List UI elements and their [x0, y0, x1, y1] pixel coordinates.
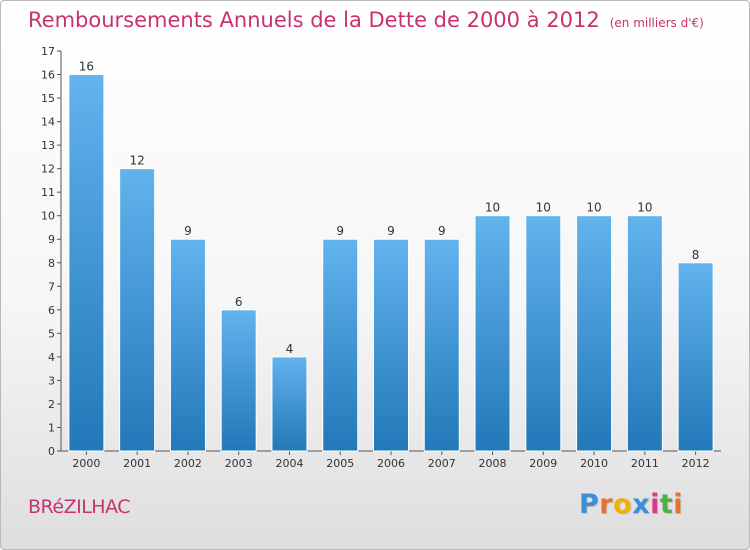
bar — [119, 168, 156, 452]
chart-title-text: Remboursements Annuels de la Dette de 20… — [28, 8, 600, 32]
y-tick-label: 6 — [48, 304, 55, 317]
y-tick-label: 17 — [41, 45, 55, 58]
bar-value-label: 10 — [637, 201, 652, 215]
bar-value-label: 16 — [79, 60, 94, 74]
logo-letter: i — [673, 489, 684, 520]
bar — [322, 238, 359, 452]
y-tick-label: 4 — [48, 351, 55, 364]
x-tick-label: 2006 — [377, 457, 405, 470]
chart-title: Remboursements Annuels de la Dette de 20… — [28, 8, 704, 32]
x-tick-label: 2002 — [174, 457, 202, 470]
bar — [68, 74, 105, 452]
commune-name: BRéZILHAC — [28, 496, 131, 518]
y-tick-label: 13 — [41, 139, 55, 152]
x-tick-label: 2008 — [479, 457, 507, 470]
logo-letter: x — [632, 489, 651, 520]
bar-value-label: 10 — [485, 201, 500, 215]
bar-value-label: 10 — [586, 201, 601, 215]
proxiti-logo: Proxiti — [579, 489, 683, 520]
y-tick-label: 8 — [48, 257, 55, 270]
bar-value-label: 9 — [438, 224, 446, 238]
y-tick-label: 3 — [48, 374, 55, 387]
bar — [677, 262, 714, 452]
bar-value-label: 9 — [184, 224, 192, 238]
bar — [474, 215, 511, 452]
logo-letter: i — [650, 489, 660, 520]
y-tick-label: 14 — [41, 116, 55, 129]
logo-letter: o — [613, 489, 633, 520]
bar — [373, 238, 409, 452]
bar-value-label: 8 — [692, 248, 700, 262]
x-tick-label: 2003 — [225, 457, 253, 470]
chart-units: (en milliers d'€) — [609, 16, 704, 30]
y-tick-label: 16 — [41, 69, 55, 82]
bar — [169, 238, 206, 452]
y-tick-label: 12 — [41, 163, 55, 176]
x-tick-label: 2000 — [72, 457, 100, 470]
x-tick-label: 2009 — [529, 457, 557, 470]
y-tick-label: 11 — [41, 186, 55, 199]
y-tick-label: 2 — [48, 398, 55, 411]
bar — [525, 215, 562, 452]
y-tick-label: 15 — [41, 92, 55, 105]
x-tick-label: 2004 — [275, 457, 303, 470]
x-tick-label: 2005 — [326, 457, 354, 470]
bar — [423, 238, 460, 452]
bar-value-label: 9 — [387, 224, 395, 238]
y-tick-label: 9 — [48, 233, 55, 246]
bar — [271, 356, 308, 452]
y-tick-label: 0 — [48, 445, 55, 458]
x-tick-label: 2001 — [123, 457, 151, 470]
bar — [576, 215, 613, 452]
bar-value-label: 4 — [286, 342, 294, 356]
bar-value-label: 6 — [235, 295, 243, 309]
y-tick-label: 1 — [48, 421, 55, 434]
bar — [220, 309, 257, 452]
x-tick-label: 2011 — [631, 457, 659, 470]
bar — [626, 215, 663, 452]
bars — [68, 74, 714, 452]
y-tick-label: 7 — [48, 280, 55, 293]
labels: 16 12 9 6 4 9 9 9 10 10 10 10 8 — [79, 60, 700, 356]
bar-value-label: 10 — [536, 201, 551, 215]
logo-letter: P — [579, 489, 600, 520]
logo-letter: t — [659, 489, 674, 520]
bar-value-label: 12 — [130, 154, 145, 168]
x-tick-label: 2010 — [580, 457, 608, 470]
y-tick-label: 10 — [41, 210, 55, 223]
x-tick-label: 2012 — [682, 457, 710, 470]
bar-value-label: 9 — [336, 224, 344, 238]
y-tick-label: 5 — [48, 327, 55, 340]
logo-letter: r — [599, 489, 614, 520]
x-tick-label: 2007 — [428, 457, 456, 470]
